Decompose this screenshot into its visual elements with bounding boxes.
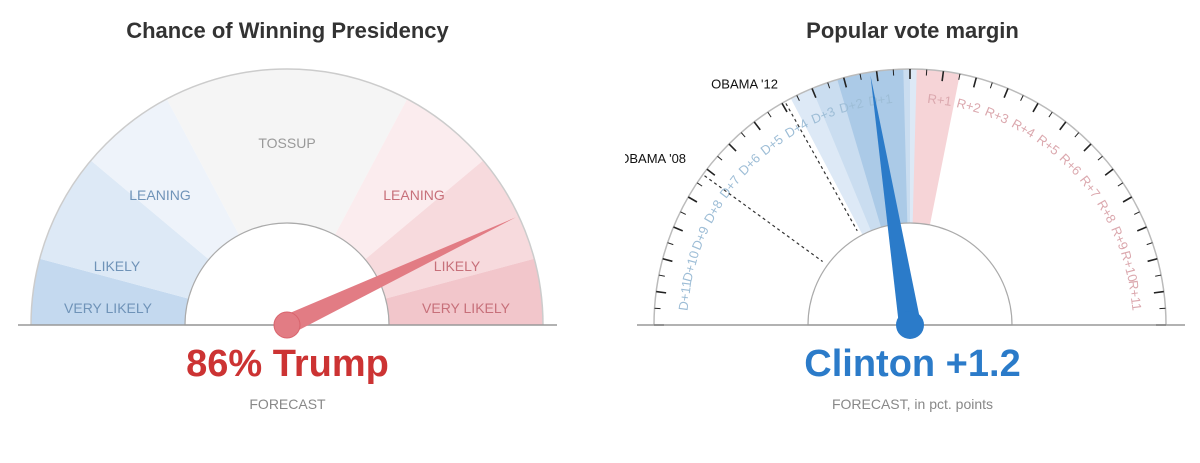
tick-mark: [658, 274, 665, 277]
forecast-value: Clinton +1.2: [804, 343, 1021, 385]
tick-mark: [1059, 121, 1067, 131]
zone-rep-6: [385, 258, 543, 325]
popular-vote-gauge: D+1D+2D+3D+4D+5D+6D+7D+8D+9D+10D+11R+1 R+…: [625, 68, 1185, 339]
tick-mark: [1117, 182, 1124, 187]
reference-label: OBAMA '08: [625, 151, 686, 166]
zone-dem-0: [31, 258, 189, 325]
tick-label: D+5: [758, 132, 786, 159]
zone-label: VERY LIKELY: [422, 300, 511, 316]
tick-mark: [740, 132, 746, 138]
reference-line: [785, 103, 858, 232]
tick-mark: [1097, 155, 1103, 161]
tick-mark: [662, 257, 673, 263]
zone-dem-2: [90, 98, 240, 260]
tick-mark: [1146, 242, 1153, 246]
tick-mark: [989, 82, 993, 89]
tick-mark: [958, 73, 961, 80]
tick-mark: [1020, 95, 1024, 102]
chart-title: Chance of Winning Presidency: [126, 18, 449, 43]
forecast-needle: [282, 217, 516, 335]
tick-label: R+7: [1077, 173, 1104, 201]
tick-label: D+10: [679, 249, 702, 283]
zone-label: LEANING: [129, 187, 190, 203]
forecast-label: FORECAST, in pct. points: [625, 396, 1200, 412]
tick-label: R+3: [983, 104, 1011, 127]
tick-label: R+11: [1126, 279, 1145, 311]
tick-mark: [827, 82, 831, 89]
reference-line: [704, 175, 823, 263]
zone-label: LEANING: [383, 187, 444, 203]
tick-mark: [1048, 111, 1053, 118]
tick-label: R+4: [1009, 116, 1037, 141]
tick-mark: [728, 143, 737, 152]
tick-mark: [1003, 88, 1009, 99]
tick-mark: [1083, 143, 1092, 152]
tick-label: D+2: [838, 95, 865, 116]
win-probability-panel: Chance of Winning Presidency VERY LIKELY…: [0, 0, 575, 463]
tick-label: R+2: [955, 95, 982, 116]
zone-label: VERY LIKELY: [64, 300, 153, 316]
tick-mark: [717, 155, 723, 161]
tick-mark: [842, 77, 848, 88]
tick-label: D+1: [867, 91, 893, 109]
zone-neutral-3: [166, 68, 408, 235]
rep-band: [912, 69, 960, 225]
needle-pivot: [896, 311, 924, 339]
tick-mark: [1133, 211, 1140, 215]
tick-label: R+9: [1108, 224, 1131, 252]
tick-mark: [1136, 226, 1147, 232]
tick-label: D+11: [675, 279, 694, 311]
forecast-needle: [870, 75, 921, 327]
zone-rep-4: [334, 98, 484, 260]
tick-mark: [781, 102, 788, 113]
forecast-label: FORECAST: [249, 396, 326, 412]
tick-label: D+8: [701, 197, 726, 225]
tick-mark: [1155, 274, 1162, 277]
tick-label: R+8: [1094, 197, 1119, 225]
tick-mark: [696, 182, 703, 187]
tick-mark: [1032, 102, 1039, 113]
tick-mark: [1122, 196, 1133, 203]
tick-label: D+9: [689, 224, 712, 252]
zone-label: LIKELY: [434, 258, 481, 274]
tick-mark: [687, 196, 698, 203]
tick-mark: [811, 88, 817, 99]
zone-label: LIKELY: [94, 258, 141, 274]
tick-mark: [706, 168, 716, 176]
tick-mark: [656, 290, 667, 294]
tick-mark: [753, 121, 761, 131]
tick-mark: [796, 95, 800, 102]
tick-mark: [941, 71, 945, 82]
tick-mark: [667, 242, 674, 246]
tick-label: R+6: [1057, 151, 1085, 179]
needle-pivot: [273, 311, 301, 339]
tick-mark: [673, 226, 684, 232]
tick-mark: [972, 77, 978, 88]
tick-label: D+6: [736, 151, 764, 179]
tick-mark: [1074, 132, 1080, 138]
tick-mark: [859, 73, 862, 80]
forecast-value: 86% Trump: [186, 343, 389, 385]
tick-mark: [1147, 257, 1158, 263]
tick-mark: [875, 71, 879, 82]
reference-label: OBAMA '12: [711, 76, 778, 91]
tick-label: R+10: [1118, 249, 1141, 283]
zone-label: TOSSUP: [258, 135, 315, 151]
tick-mark: [1104, 168, 1114, 176]
chart-title: Popular vote margin: [806, 18, 1019, 43]
forecast-label-main: FORECAST: [831, 396, 907, 412]
forecast-label-unit: , in pct. points: [906, 396, 994, 412]
tick-mark: [767, 111, 772, 118]
zone-dem-1: [39, 160, 209, 299]
tick-mark: [1153, 290, 1164, 294]
popular-vote-panel: Popular vote margin D+1 D+2 D+3 D+4 D+5 D+6 D+…: [625, 0, 1200, 463]
win-probability-gauge: VERY LIKELY LIKELY LEANING TOSSUP LEANING LIK…: [18, 68, 557, 339]
gauge-outline: [30, 68, 544, 326]
tick-label: R+5: [1034, 132, 1062, 159]
tick-label: R+1: [927, 91, 953, 109]
tick-mark: [680, 211, 687, 215]
